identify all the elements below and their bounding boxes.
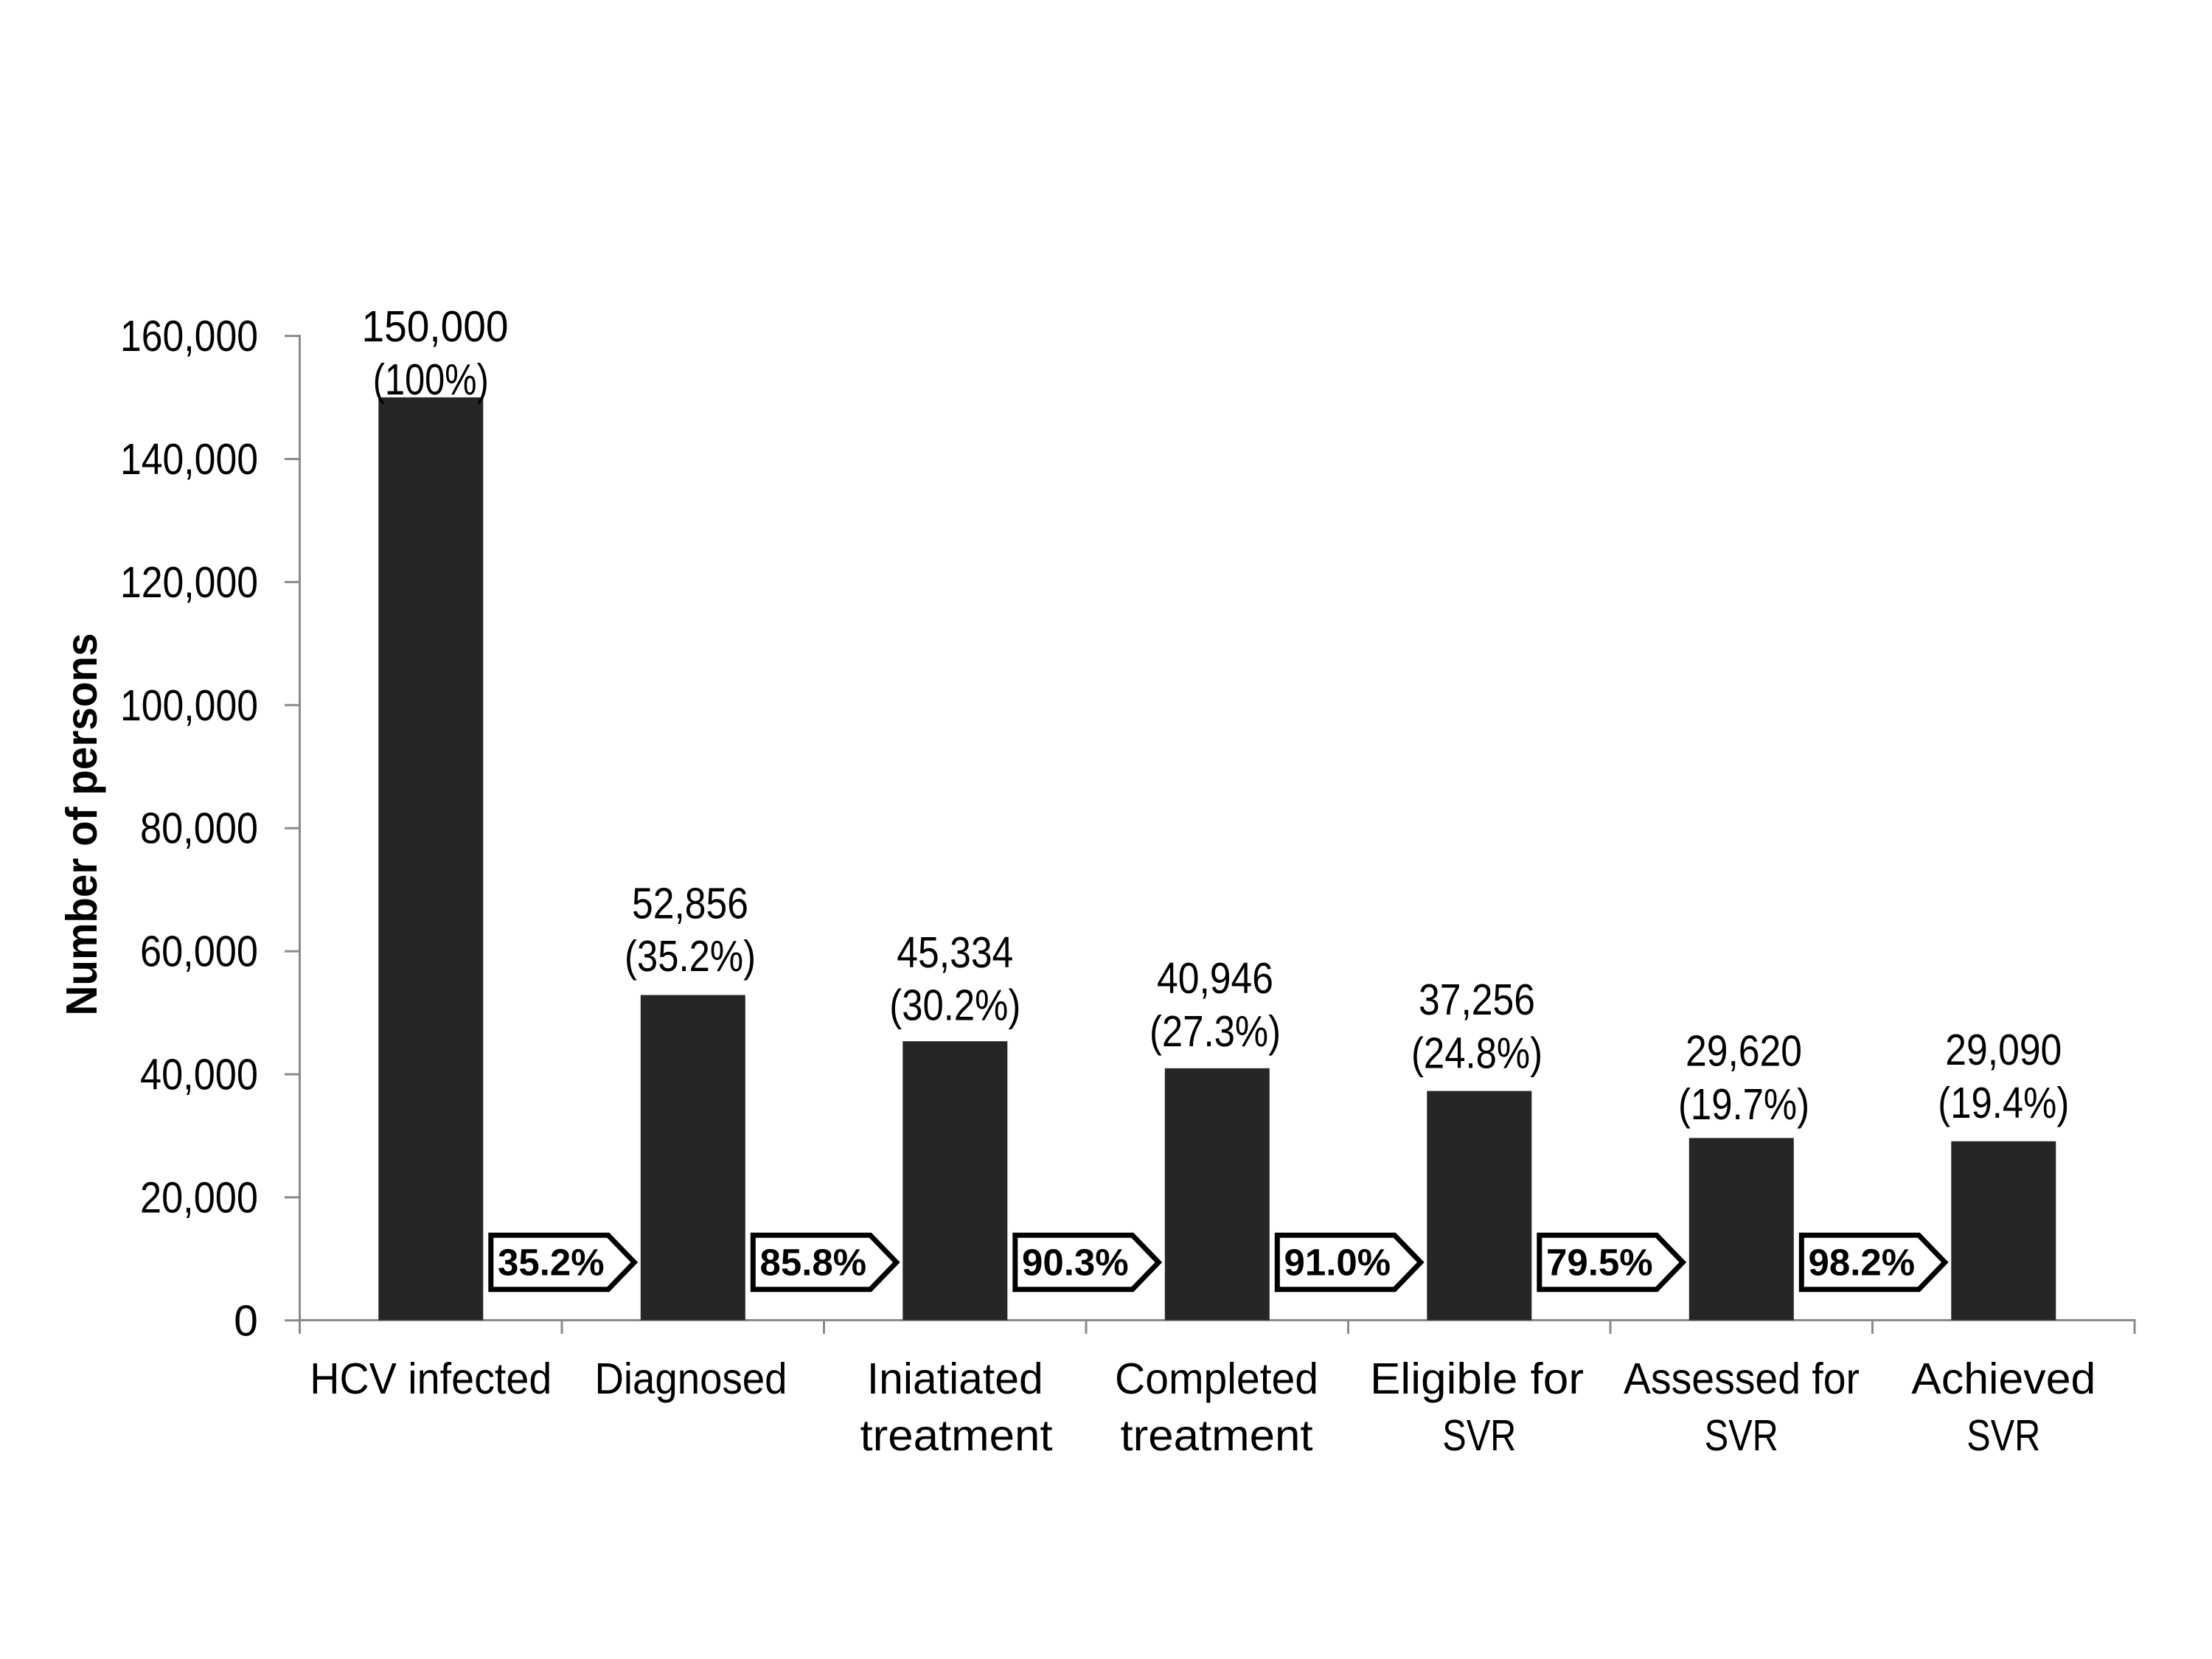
- svg-text:140,000: 140,000: [120, 435, 258, 484]
- svg-text:(27.3%): (27.3%): [1150, 1007, 1281, 1056]
- svg-text:Achieved: Achieved: [1911, 1354, 2096, 1403]
- svg-text:HCV infected: HCV infected: [310, 1354, 552, 1403]
- svg-text:SVR: SVR: [1966, 1411, 2040, 1460]
- svg-text:Number of persons: Number of persons: [58, 633, 106, 1016]
- svg-text:Eligible for: Eligible for: [1370, 1354, 1584, 1403]
- svg-text:160,000: 160,000: [120, 312, 258, 361]
- svg-text:SVR: SVR: [1705, 1411, 1778, 1460]
- svg-text:20,000: 20,000: [140, 1173, 258, 1222]
- svg-text:79.5%: 79.5%: [1546, 1242, 1653, 1284]
- svg-text:Assessed for: Assessed for: [1624, 1354, 1860, 1403]
- svg-text:120,000: 120,000: [120, 558, 258, 607]
- svg-text:0: 0: [234, 1296, 258, 1345]
- svg-text:37,256: 37,256: [1419, 975, 1535, 1024]
- svg-text:100,000: 100,000: [120, 681, 258, 730]
- svg-text:35.2%: 35.2%: [498, 1242, 605, 1284]
- svg-text:85.8%: 85.8%: [759, 1242, 866, 1284]
- svg-text:(30.2%): (30.2%): [889, 981, 1020, 1030]
- svg-text:(100%): (100%): [373, 355, 489, 404]
- svg-text:150,000: 150,000: [362, 302, 509, 351]
- svg-text:SVR: SVR: [1442, 1411, 1516, 1460]
- svg-text:52,856: 52,856: [632, 879, 748, 928]
- svg-text:98.2%: 98.2%: [1808, 1242, 1915, 1284]
- svg-text:80,000: 80,000: [140, 804, 258, 853]
- svg-text:91.0%: 91.0%: [1284, 1242, 1391, 1284]
- svg-text:40,000: 40,000: [140, 1051, 258, 1099]
- svg-text:90.3%: 90.3%: [1022, 1242, 1129, 1284]
- svg-text:60,000: 60,000: [140, 928, 258, 976]
- svg-text:Iniatiated: Iniatiated: [867, 1354, 1043, 1403]
- svg-text:29,090: 29,090: [1945, 1026, 2062, 1074]
- svg-text:treatment: treatment: [1121, 1411, 1313, 1460]
- svg-text:(19.7%): (19.7%): [1678, 1080, 1809, 1129]
- svg-text:treatment: treatment: [860, 1411, 1053, 1460]
- svg-text:Completed: Completed: [1115, 1354, 1318, 1403]
- svg-text:45,334: 45,334: [897, 928, 1013, 977]
- svg-text:Diagnosed: Diagnosed: [595, 1354, 787, 1403]
- svg-text:29,620: 29,620: [1686, 1026, 1802, 1075]
- svg-text:40,946: 40,946: [1157, 954, 1273, 1003]
- svg-text:(24.8%): (24.8%): [1411, 1029, 1543, 1078]
- svg-text:(19.4%): (19.4%): [1938, 1079, 2069, 1127]
- svg-text:(35.2%): (35.2%): [625, 932, 756, 981]
